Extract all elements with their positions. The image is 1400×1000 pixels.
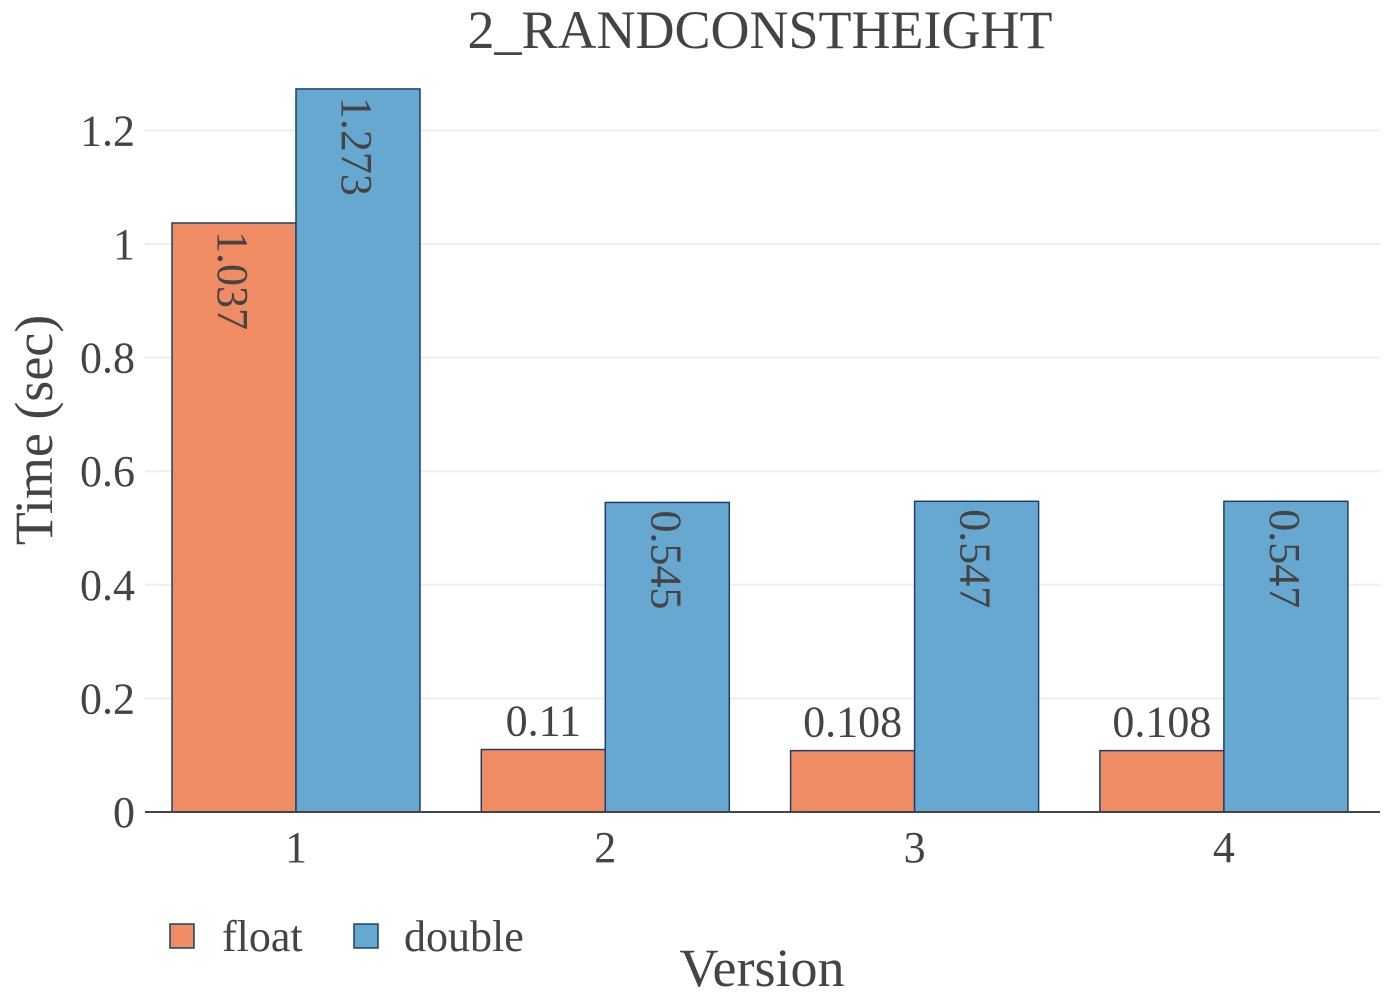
bar-float-4[interactable] [1099, 749, 1225, 813]
legend-item-float[interactable]: float [169, 912, 303, 961]
bar-labels-layer: 1.037 1.273 0.11 0.545 0.108 0.547 0.108 0.547 [208, 97, 1309, 747]
bar-value-label: 0.547 [1260, 509, 1309, 608]
y-tick-label: 1 [113, 220, 135, 269]
y-tick-label: 0.8 [80, 334, 135, 383]
legend-label-double: double [404, 912, 524, 961]
bar-double-3[interactable] [913, 500, 1040, 813]
x-tick-label: 1 [285, 823, 307, 872]
bar-double-1[interactable] [295, 88, 421, 813]
bar-value-label: 0.108 [1112, 698, 1211, 747]
bar-value-label: 0.11 [506, 697, 581, 746]
legend-item-double[interactable]: double [353, 912, 524, 961]
y-tick-label: 0.4 [80, 561, 135, 610]
y-tick-label: 0.6 [80, 447, 135, 496]
y-tick-label: 1.2 [80, 106, 135, 155]
x-tick-label: 3 [904, 823, 926, 872]
bar-value-label: 1.037 [208, 231, 257, 330]
chart-title: 2_RANDCONSTHEIGHT [468, 0, 1053, 60]
bar-double-2[interactable] [604, 501, 731, 813]
y-tick-label: 0 [113, 788, 135, 837]
y-axis-title: Time (sec) [4, 315, 64, 545]
bar-value-label: 0.108 [803, 698, 902, 747]
y-tick-label: 0.2 [80, 674, 135, 723]
legend: float double [169, 912, 524, 961]
bar-double-4[interactable] [1223, 500, 1349, 813]
bars-layer [171, 88, 1349, 813]
axes-layer: 0 0.2 0.4 0.6 0.8 1 1.2 1 2 3 4 [80, 106, 1380, 872]
bar-float-3[interactable] [789, 749, 916, 813]
x-tick-label: 4 [1213, 823, 1235, 872]
legend-label-float: float [222, 912, 303, 961]
legend-swatch-float [169, 923, 195, 949]
bar-float-2[interactable] [480, 748, 607, 813]
x-axis-title: Version [680, 938, 845, 998]
x-tick-label: 2 [594, 823, 616, 872]
bar-value-label: 1.273 [332, 97, 381, 196]
bar-value-label: 0.545 [641, 510, 690, 609]
legend-swatch-double [353, 923, 379, 949]
bar-value-label: 0.547 [951, 509, 1000, 608]
